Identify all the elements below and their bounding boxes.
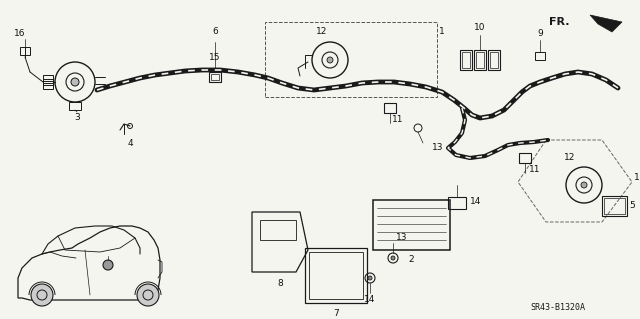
Bar bbox=[488, 50, 500, 70]
Circle shape bbox=[368, 276, 372, 280]
Text: 2: 2 bbox=[408, 256, 414, 264]
Bar bbox=[604, 198, 625, 214]
Bar bbox=[462, 52, 470, 68]
Text: 9: 9 bbox=[537, 28, 543, 38]
Circle shape bbox=[391, 256, 395, 260]
Text: 8: 8 bbox=[277, 279, 283, 288]
Circle shape bbox=[31, 284, 53, 306]
Bar bbox=[519, 153, 531, 163]
Bar bbox=[460, 50, 472, 70]
Circle shape bbox=[581, 182, 587, 188]
Bar bbox=[448, 197, 466, 209]
Bar bbox=[69, 102, 81, 110]
Circle shape bbox=[103, 260, 113, 270]
Bar bbox=[535, 52, 545, 60]
Bar bbox=[265, 22, 437, 97]
Bar bbox=[43, 79, 53, 85]
Bar bbox=[476, 52, 484, 68]
Text: 6: 6 bbox=[212, 26, 218, 35]
Text: 13: 13 bbox=[396, 234, 408, 242]
Text: 4: 4 bbox=[127, 139, 133, 149]
Text: 11: 11 bbox=[529, 166, 541, 174]
Text: 15: 15 bbox=[209, 53, 221, 62]
Polygon shape bbox=[590, 15, 622, 32]
Circle shape bbox=[71, 78, 79, 86]
Text: 12: 12 bbox=[564, 152, 576, 161]
Circle shape bbox=[327, 57, 333, 63]
Bar bbox=[209, 72, 221, 82]
Text: 7: 7 bbox=[333, 308, 339, 317]
Bar bbox=[305, 248, 367, 303]
Bar bbox=[20, 47, 30, 55]
Text: 13: 13 bbox=[432, 144, 444, 152]
Text: 5: 5 bbox=[629, 202, 635, 211]
Bar bbox=[43, 75, 53, 81]
Text: FR.: FR. bbox=[550, 17, 570, 27]
Text: 10: 10 bbox=[474, 24, 486, 33]
Bar bbox=[43, 83, 53, 89]
Circle shape bbox=[137, 284, 159, 306]
Bar bbox=[490, 52, 498, 68]
Text: 16: 16 bbox=[14, 29, 26, 39]
Bar bbox=[602, 196, 627, 216]
Text: SR43-B1320A: SR43-B1320A bbox=[530, 303, 585, 313]
Bar bbox=[373, 200, 450, 250]
Text: 1: 1 bbox=[634, 173, 640, 182]
Bar bbox=[309, 252, 363, 299]
Bar bbox=[474, 50, 486, 70]
Bar bbox=[384, 103, 396, 113]
Text: 1: 1 bbox=[439, 27, 445, 36]
Text: 11: 11 bbox=[392, 115, 404, 124]
Text: 14: 14 bbox=[470, 197, 481, 206]
Text: 14: 14 bbox=[364, 295, 376, 305]
Bar bbox=[211, 74, 219, 80]
Text: 3: 3 bbox=[74, 113, 80, 122]
Text: 12: 12 bbox=[316, 27, 328, 36]
